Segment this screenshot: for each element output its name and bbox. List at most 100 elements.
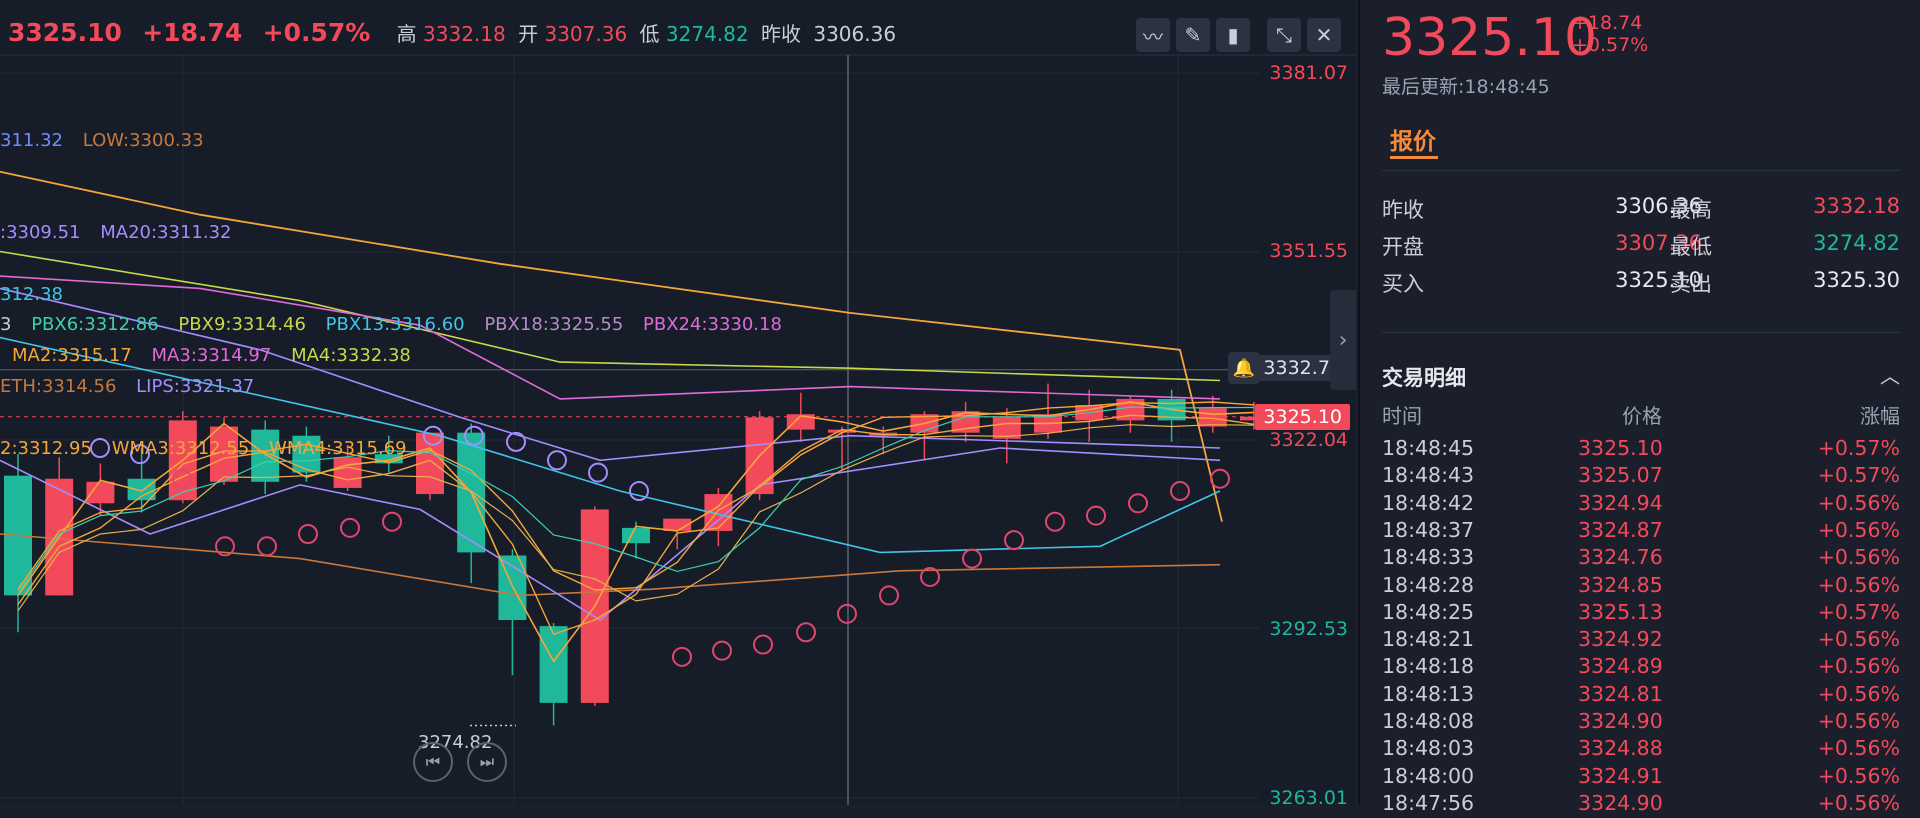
alert-bell-icon[interactable]: 🔔 <box>1228 352 1260 384</box>
trade-change: +0.56% <box>1817 517 1900 542</box>
indicator-line <box>0 336 1221 554</box>
quote-value-low: 3274.82 <box>1813 231 1900 255</box>
trade-change: +0.56% <box>1817 709 1900 733</box>
chart-area[interactable]: 3325.10 +18.74 +0.57% 高 3332.18 开 3307.3… <box>0 0 1356 805</box>
axis-label: 3322.04 <box>1269 429 1348 451</box>
legend-line-6: ETH:3314.56 LIPS:3321.37 <box>0 376 268 397</box>
trades-title: 交易明细 <box>1382 366 1466 390</box>
close-icon[interactable]: ✕ <box>1307 18 1341 52</box>
legend-item: 311.32 <box>0 130 63 151</box>
candle-type-icon[interactable]: ▮ <box>1216 18 1250 52</box>
candle-body <box>374 454 403 464</box>
indicator-line <box>17 401 1255 663</box>
chart-toolbar: 〰 ✎ ▮ <box>1136 18 1250 52</box>
sar-dot <box>629 481 649 502</box>
candlestick-chart[interactable] <box>0 0 1356 805</box>
quote-row-bid: 买入 <box>1382 268 1424 298</box>
sar-dot <box>90 438 110 459</box>
sar-dot <box>215 536 235 557</box>
trade-time: 18:48:00 <box>1382 763 1475 788</box>
trade-price: 3324.94 <box>1578 490 1663 515</box>
low-value: 3274.82 <box>665 22 749 46</box>
ticker-change: +18.74 <box>142 18 243 47</box>
trade-row: 18:48:37 3324.87 +0.56% <box>1382 518 1900 545</box>
axis-label: 3381.07 <box>1269 62 1348 84</box>
sar-dot <box>962 548 982 569</box>
trade-row: 18:47:56 3324.90 +0.56% <box>1382 791 1900 818</box>
chevron-up-icon[interactable]: ︿ <box>1880 364 1900 388</box>
trade-time: 18:48:33 <box>1382 545 1475 570</box>
collapse-icon[interactable]: ⤡ <box>1267 18 1301 52</box>
quote-value-bid: 3325.10 <box>1615 268 1702 292</box>
sar-dot <box>712 640 732 661</box>
sar-dot <box>340 517 360 538</box>
quote-label: 买入 <box>1382 272 1424 296</box>
trade-change: +0.56% <box>1817 790 1900 815</box>
indicator-line <box>0 447 1221 621</box>
sar-dot <box>130 444 150 465</box>
legend-item: WMA4:3315.69 <box>269 438 407 459</box>
trade-change: +0.56% <box>1817 545 1900 570</box>
quote-label: 卖出 <box>1670 272 1712 296</box>
legend-item: 3 <box>0 314 12 335</box>
indicator-line <box>0 533 1221 597</box>
legend-item: ETH:3314.56 <box>0 376 117 397</box>
trade-price: 3324.81 <box>1578 681 1663 706</box>
sar-dot <box>298 524 318 545</box>
quote-label: 最低 <box>1670 235 1712 259</box>
trade-time: 18:48:21 <box>1382 627 1475 652</box>
indicator-line <box>17 406 1255 593</box>
tab-quote[interactable]: 报价 <box>1390 129 1436 155</box>
trade-row: 18:48:00 3324.91 +0.56% <box>1382 764 1900 791</box>
jump-first-icon[interactable]: ⏮ <box>413 742 453 782</box>
trade-row: 18:48:13 3324.81 +0.56% <box>1382 682 1900 709</box>
quote-value-high: 3332.18 <box>1813 194 1900 218</box>
draw-pen-icon[interactable]: ✎ <box>1176 18 1210 52</box>
legend-item: PBX24:3330.18 <box>643 314 782 335</box>
trade-price: 3324.85 <box>1578 572 1663 597</box>
legend-line-3: 312.38 <box>0 284 77 305</box>
trade-row: 18:48:25 3325.13 +0.57% <box>1382 600 1900 627</box>
trade-price: 3325.13 <box>1578 599 1663 624</box>
ticker-pct: +0.57% <box>262 18 371 47</box>
trade-time: 18:48:45 <box>1382 436 1475 460</box>
sar-dot <box>588 462 608 483</box>
panel-price: 3325.10 <box>1382 8 1598 68</box>
trade-time: 18:47:56 <box>1382 790 1475 815</box>
quote-value-prev: 3306.36 <box>1615 194 1702 218</box>
trade-change: +0.56% <box>1817 654 1900 679</box>
quote-value-ask: 3325.30 <box>1813 268 1900 292</box>
trade-change: +0.56% <box>1817 681 1900 706</box>
prev-close-value: 3306.36 <box>813 22 897 46</box>
legend-item: PBX18:3325.55 <box>484 314 624 335</box>
panel-change-pct: +0.57% <box>1572 34 1649 56</box>
ticker-price: 3325.10 <box>8 18 122 47</box>
trade-price: 3325.10 <box>1578 436 1663 460</box>
trade-change: +0.57% <box>1817 436 1900 460</box>
trade-price: 3324.92 <box>1578 627 1663 652</box>
indicator-icon[interactable]: 〰 <box>1136 18 1170 52</box>
low-label: 低 <box>639 22 660 46</box>
window-controls: ⤡ ✕ <box>1267 18 1341 52</box>
trade-change: +0.56% <box>1817 763 1900 788</box>
sar-dot <box>172 468 192 489</box>
trade-change: +0.57% <box>1817 463 1900 488</box>
indicator-line <box>0 275 1221 400</box>
trade-row: 18:48:43 3325.07 +0.57% <box>1382 463 1900 490</box>
axis-label: 3351.55 <box>1269 240 1348 262</box>
sar-dot <box>1004 530 1024 551</box>
trade-time: 18:48:25 <box>1382 599 1475 624</box>
legend-line-2: :3309.51 MA20:3311.32 <box>0 222 245 243</box>
col-change-header: 涨幅 <box>1860 404 1900 428</box>
panel-change-value: +18.74 <box>1572 12 1643 34</box>
axis-label: 3263.01 <box>1269 787 1348 805</box>
expand-panel-icon[interactable]: › <box>1330 290 1356 390</box>
quote-row-ask: 卖出 <box>1670 268 1712 298</box>
indicator-line <box>0 250 1221 382</box>
trade-time: 18:48:18 <box>1382 654 1475 679</box>
candle-body <box>127 478 156 501</box>
sar-dot <box>753 634 773 655</box>
jump-last-icon[interactable]: ⏭ <box>467 742 507 782</box>
trade-time: 18:48:43 <box>1382 463 1475 488</box>
legend-item: :3309.51 <box>0 222 81 243</box>
